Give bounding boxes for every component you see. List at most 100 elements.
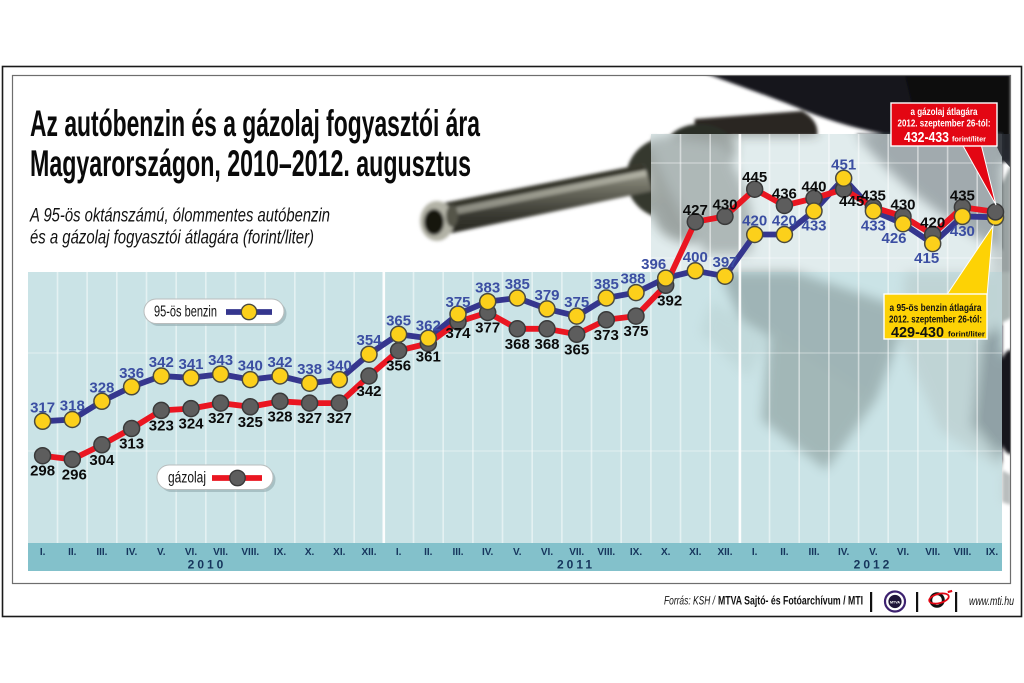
svg-text:VIII.: VIII. xyxy=(597,547,615,558)
svg-text:430: 430 xyxy=(950,223,975,240)
svg-text:340: 340 xyxy=(327,358,352,375)
svg-text:374: 374 xyxy=(445,325,471,342)
svg-text:VI.: VI. xyxy=(897,547,909,558)
svg-text:440: 440 xyxy=(801,178,826,195)
svg-text:forint/liter: forint/liter xyxy=(948,330,985,339)
svg-text:www.mti.hu: www.mti.hu xyxy=(969,596,1014,608)
svg-text:gázolaj: gázolaj xyxy=(168,470,206,487)
svg-text:XII.: XII. xyxy=(717,547,732,558)
svg-text:IV.: IV. xyxy=(838,547,850,558)
svg-text:II.: II. xyxy=(68,547,77,558)
svg-text:420: 420 xyxy=(920,215,945,232)
svg-text:385: 385 xyxy=(594,276,619,293)
svg-text:IV.: IV. xyxy=(126,547,138,558)
svg-text:VII.: VII. xyxy=(569,547,584,558)
svg-text:I.: I. xyxy=(396,547,402,558)
svg-text:298: 298 xyxy=(30,463,55,480)
svg-text:95-ös benzin: 95-ös benzin xyxy=(154,304,217,321)
svg-text:V.: V. xyxy=(513,547,522,558)
svg-text:VII.: VII. xyxy=(925,547,940,558)
svg-text:343: 343 xyxy=(208,352,233,369)
svg-text:III.: III. xyxy=(96,547,107,558)
svg-text:445: 445 xyxy=(839,193,864,210)
svg-text:385: 385 xyxy=(505,276,530,293)
svg-text:IV.: IV. xyxy=(482,547,494,558)
svg-text:VIII.: VIII. xyxy=(954,547,972,558)
svg-text:2011: 2011 xyxy=(557,558,595,572)
svg-text:Magyarországon, 2010–2012. aug: Magyarországon, 2010–2012. augusztus xyxy=(30,143,471,184)
svg-text:V.: V. xyxy=(157,547,166,558)
svg-text:318: 318 xyxy=(60,398,85,415)
svg-text:MTVA Sajtó- és Fotóarchívum /: MTVA Sajtó- és Fotóarchívum / MTI xyxy=(718,596,863,608)
svg-text:373: 373 xyxy=(594,327,619,344)
svg-text:II.: II. xyxy=(780,547,789,558)
svg-text:VIII.: VIII. xyxy=(241,547,259,558)
svg-text:IX.: IX. xyxy=(986,547,998,558)
svg-text:368: 368 xyxy=(534,336,559,353)
svg-text:396: 396 xyxy=(641,256,666,273)
svg-text:392: 392 xyxy=(657,292,682,309)
svg-text:I.: I. xyxy=(752,547,758,558)
svg-text:VII.: VII. xyxy=(213,547,228,558)
svg-text:IX.: IX. xyxy=(630,547,642,558)
svg-text:433: 433 xyxy=(861,218,886,235)
svg-text:430: 430 xyxy=(712,196,737,213)
svg-text:361: 361 xyxy=(416,349,441,366)
svg-text:383: 383 xyxy=(475,280,500,297)
svg-text:III.: III. xyxy=(808,547,819,558)
svg-text:328: 328 xyxy=(267,408,292,425)
svg-text:VI.: VI. xyxy=(541,547,553,558)
svg-text:328: 328 xyxy=(89,379,114,396)
svg-text:427: 427 xyxy=(683,202,708,219)
svg-text:433: 433 xyxy=(801,218,826,235)
svg-text:426: 426 xyxy=(881,230,906,247)
svg-text:X.: X. xyxy=(305,547,315,558)
svg-text:368: 368 xyxy=(505,336,530,353)
svg-text:forint/liter: forint/liter xyxy=(952,135,986,144)
svg-text:430: 430 xyxy=(890,196,915,213)
svg-text:365: 365 xyxy=(386,312,411,329)
svg-text:313: 313 xyxy=(119,436,144,453)
svg-text:397: 397 xyxy=(712,254,737,271)
svg-text:I.: I. xyxy=(40,547,46,558)
svg-text:379: 379 xyxy=(534,287,559,304)
svg-text:338: 338 xyxy=(297,361,322,378)
svg-text:304: 304 xyxy=(89,452,115,469)
svg-text:340: 340 xyxy=(238,358,263,375)
svg-text:375: 375 xyxy=(623,323,648,340)
svg-text:342: 342 xyxy=(267,354,292,371)
svg-text:a 95-ös benzin átlagára: a 95-ös benzin átlagára xyxy=(890,303,982,314)
svg-text:X.: X. xyxy=(661,547,671,558)
svg-text:Forrás: KSH /: Forrás: KSH / xyxy=(664,596,716,608)
svg-text:324: 324 xyxy=(178,416,204,433)
svg-text:2010: 2010 xyxy=(188,558,227,572)
svg-text:356: 356 xyxy=(386,358,411,375)
svg-text:435: 435 xyxy=(950,187,975,204)
svg-text:445: 445 xyxy=(742,169,767,186)
svg-text:MTVA: MTVA xyxy=(890,600,900,604)
svg-text:2012. szeptember 26-tól:: 2012. szeptember 26-tól: xyxy=(898,119,991,130)
svg-text:296: 296 xyxy=(62,466,87,483)
svg-text:a gázolaj átlagára: a gázolaj átlagára xyxy=(911,107,978,118)
svg-text:XI.: XI. xyxy=(333,547,345,558)
svg-text:Az autóbenzin és a gázolaj fog: Az autóbenzin és a gázolaj fogyasztói ár… xyxy=(30,103,480,144)
svg-text:435: 435 xyxy=(861,187,886,204)
svg-text:377: 377 xyxy=(475,320,500,337)
svg-text:327: 327 xyxy=(297,410,322,427)
svg-text:V.: V. xyxy=(869,547,878,558)
svg-text:III.: III. xyxy=(452,547,463,558)
svg-text:A 95-ös oktánszámú, ólommentes: A 95-ös oktánszámú, ólommentes autóbenzi… xyxy=(29,206,330,227)
svg-text:325: 325 xyxy=(238,414,263,431)
svg-text:429-430: 429-430 xyxy=(891,325,944,341)
svg-text:336: 336 xyxy=(119,365,144,382)
svg-text:365: 365 xyxy=(564,341,589,358)
svg-text:375: 375 xyxy=(564,294,589,311)
svg-text:362: 362 xyxy=(416,318,441,335)
svg-text:és a gázolaj fogyasztói átlagá: és a gázolaj fogyasztói átlagára (forint… xyxy=(30,228,314,249)
svg-text:XII.: XII. xyxy=(361,547,376,558)
svg-text:436: 436 xyxy=(772,186,797,203)
svg-text:342: 342 xyxy=(356,383,381,400)
svg-text:2012: 2012 xyxy=(854,558,893,572)
svg-text:323: 323 xyxy=(149,417,174,434)
svg-text:432-433: 432-433 xyxy=(904,130,949,146)
